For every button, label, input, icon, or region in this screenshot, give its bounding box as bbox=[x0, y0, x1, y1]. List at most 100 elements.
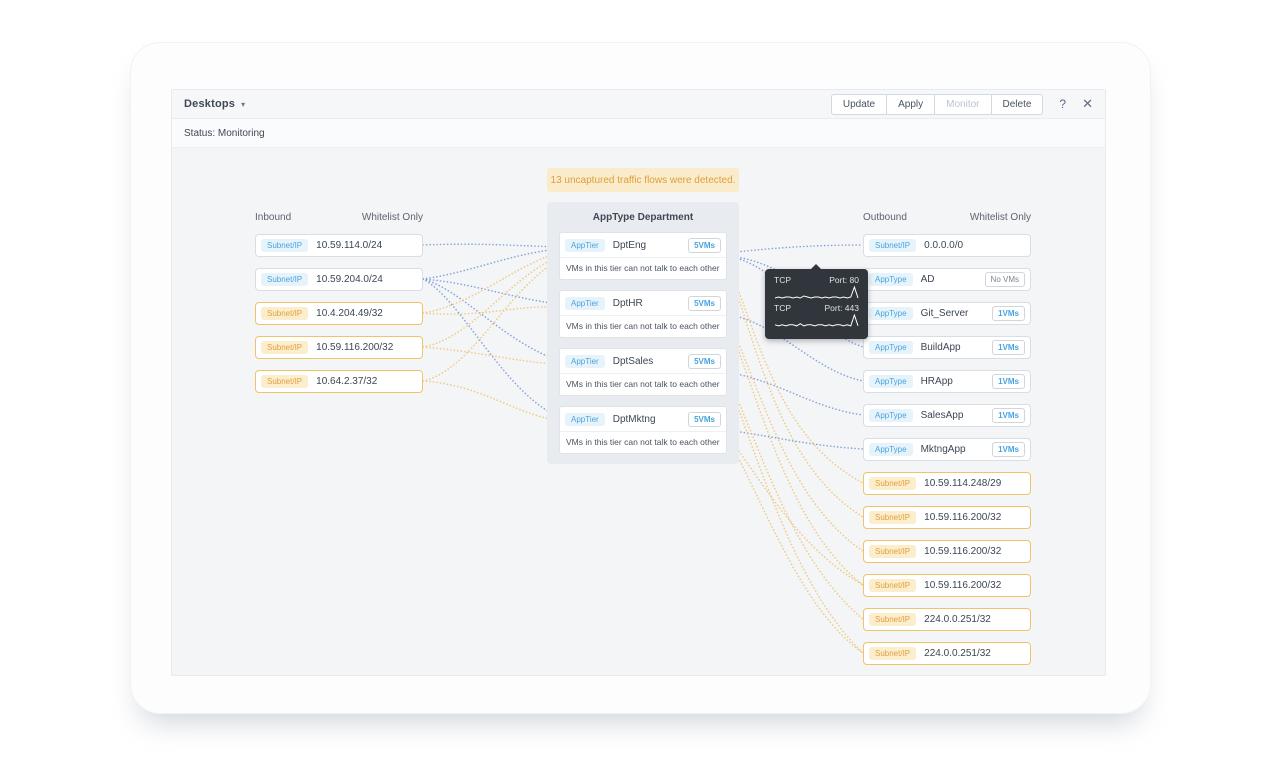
tier-note: VMs in this tier can not talk to each ot… bbox=[566, 437, 720, 447]
subnet-ip-badge: Subnet/IP bbox=[869, 239, 917, 252]
outbound-column-header: Outbound Whitelist Only bbox=[863, 212, 1031, 223]
outbound-row[interactable]: AppType SalesApp 1VMs bbox=[863, 404, 1031, 427]
apptier-badge: AppTier bbox=[565, 296, 605, 310]
outbound-row-alert[interactable]: Subnet/IP 10.59.116.200/32 bbox=[863, 506, 1031, 529]
apply-button[interactable]: Apply bbox=[886, 93, 936, 115]
tier-name: DptSales bbox=[612, 355, 654, 367]
vms-button[interactable]: 1VMs bbox=[992, 306, 1025, 321]
tier-vms-button[interactable]: 5VMs bbox=[688, 295, 721, 311]
inbound-row[interactable]: Subnet/IP 10.59.204.0/24 bbox=[255, 268, 423, 291]
tooltip-port: Port: 80 bbox=[829, 275, 859, 285]
apptype-badge: AppType bbox=[869, 443, 913, 456]
tier-card-dpthr[interactable]: AppTier DptHR 5VMs VMs in this tier can … bbox=[559, 290, 727, 338]
uncaptured-flows-banner[interactable]: 13 uncaptured traffic flows were detecte… bbox=[547, 168, 739, 192]
tier-card-dptsales[interactable]: AppTier DptSales 5VMs VMs in this tier c… bbox=[559, 348, 727, 396]
vms-button[interactable]: 1VMs bbox=[992, 408, 1025, 423]
outbound-title: Outbound bbox=[863, 212, 907, 223]
policy-modal-card: Desktops ▾ Update Apply Monitor Delete ?… bbox=[130, 42, 1151, 714]
subnet-ip-badge: Subnet/IP bbox=[869, 647, 917, 660]
inbound-row-alert[interactable]: Subnet/IP 10.59.116.200/32 bbox=[255, 336, 423, 359]
inbound-row-alert[interactable]: Subnet/IP 10.64.2.37/32 bbox=[255, 370, 423, 393]
update-button[interactable]: Update bbox=[830, 93, 888, 115]
tier-vms-button[interactable]: 5VMs bbox=[688, 411, 721, 427]
tier-name: DptEng bbox=[612, 239, 647, 251]
outbound-row-alert[interactable]: Subnet/IP 224.0.0.251/32 bbox=[863, 642, 1031, 665]
tier-name: DptHR bbox=[612, 297, 643, 309]
vms-button[interactable]: 1VMs bbox=[992, 442, 1025, 457]
app-name: SalesApp bbox=[920, 410, 964, 421]
outbound-row[interactable]: AppType AD No VMs bbox=[863, 268, 1031, 291]
vms-button[interactable]: 1VMs bbox=[992, 340, 1025, 355]
subnet-value: 10.59.116.200/32 bbox=[924, 580, 1002, 591]
delete-button[interactable]: Delete bbox=[990, 93, 1044, 115]
apptype-group-title: AppType Department bbox=[592, 212, 694, 223]
close-icon[interactable]: ✕ bbox=[1082, 96, 1093, 111]
vms-button[interactable]: 1VMs bbox=[992, 374, 1025, 389]
subnet-ip-badge: Subnet/IP bbox=[261, 273, 309, 286]
app-name: BuildApp bbox=[920, 342, 961, 353]
traffic-detail-tooltip: TCP Port: 80 TCP Port: 443 bbox=[765, 264, 868, 339]
vms-button[interactable]: No VMs bbox=[984, 272, 1025, 287]
outbound-row[interactable]: AppType Git_Server 1VMs bbox=[863, 302, 1031, 325]
subnet-ip-badge: Subnet/IP bbox=[261, 375, 309, 388]
traffic-sparkline bbox=[774, 314, 859, 327]
subnet-ip-badge: Subnet/IP bbox=[261, 239, 309, 252]
outbound-row[interactable]: AppType MktngApp 1VMs bbox=[863, 438, 1031, 461]
app-name: Git_Server bbox=[920, 308, 969, 319]
tooltip-port: Port: 443 bbox=[824, 303, 860, 313]
outbound-row[interactable]: AppType HRApp 1VMs bbox=[863, 370, 1031, 393]
apptype-badge: AppType bbox=[869, 341, 913, 354]
inbound-mode: Whitelist Only bbox=[361, 212, 423, 223]
chevron-down-icon[interactable]: ▾ bbox=[241, 99, 246, 109]
status-text: Status: Monitoring bbox=[184, 127, 265, 139]
tier-vms-button[interactable]: 5VMs bbox=[688, 353, 721, 369]
app-name: MktngApp bbox=[920, 444, 966, 455]
inbound-row-alert[interactable]: Subnet/IP 10.4.204.49/32 bbox=[255, 302, 423, 325]
subnet-ip-badge: Subnet/IP bbox=[869, 613, 917, 626]
apptier-badge: AppTier bbox=[565, 238, 605, 252]
outbound-mode: Whitelist Only bbox=[969, 212, 1031, 223]
tier-note: VMs in this tier can not talk to each ot… bbox=[566, 379, 720, 389]
tier-note: VMs in this tier can not talk to each ot… bbox=[566, 321, 720, 331]
subnet-value: 224.0.0.251/32 bbox=[924, 614, 991, 625]
help-icon[interactable]: ? bbox=[1059, 97, 1067, 111]
traffic-sparkline bbox=[774, 286, 859, 299]
tier-card-dptmktng[interactable]: AppTier DptMktng 5VMs VMs in this tier c… bbox=[559, 406, 727, 454]
outbound-row-alert[interactable]: Subnet/IP 224.0.0.251/32 bbox=[863, 608, 1031, 631]
subnet-value: 10.59.204.0/24 bbox=[316, 274, 383, 285]
subnet-value: 0.0.0.0/0 bbox=[924, 240, 964, 251]
outbound-row[interactable]: AppType BuildApp 1VMs bbox=[863, 336, 1031, 359]
apptype-badge: AppType bbox=[869, 307, 913, 320]
monitor-button: Monitor bbox=[934, 93, 992, 115]
apptype-group-panel: AppType Department AppTier DptEng 5VMs V… bbox=[547, 202, 739, 464]
subnet-value: 10.59.116.200/32 bbox=[924, 546, 1002, 557]
tier-vms-button[interactable]: 5VMs bbox=[688, 237, 721, 253]
action-button-group: Update Apply Monitor Delete bbox=[830, 93, 1044, 115]
inbound-title: Inbound bbox=[255, 212, 292, 223]
subnet-ip-badge: Subnet/IP bbox=[261, 341, 309, 354]
banner-text: 13 uncaptured traffic flows were detecte… bbox=[550, 174, 736, 186]
subnet-value: 10.59.116.200/32 bbox=[316, 342, 394, 353]
outbound-row-alert[interactable]: Subnet/IP 10.59.114.248/29 bbox=[863, 472, 1031, 495]
tier-name: DptMktng bbox=[612, 413, 656, 425]
subnet-value: 10.4.204.49/32 bbox=[316, 308, 383, 319]
subnet-value: 10.64.2.37/32 bbox=[316, 376, 378, 387]
apptype-badge: AppType bbox=[869, 409, 913, 422]
tier-card-dpteng[interactable]: AppTier DptEng 5VMs VMs in this tier can… bbox=[559, 232, 727, 280]
policy-name-dropdown[interactable]: Desktops bbox=[184, 98, 236, 110]
subnet-ip-badge: Subnet/IP bbox=[869, 545, 917, 558]
outbound-row[interactable]: Subnet/IP 0.0.0.0/0 bbox=[863, 234, 1031, 257]
apptype-badge: AppType bbox=[869, 375, 913, 388]
subnet-value: 10.59.114.248/29 bbox=[924, 478, 1002, 489]
tier-note: VMs in this tier can not talk to each ot… bbox=[566, 263, 720, 273]
flow-diagram-area: 13 uncaptured traffic flows were detecte… bbox=[172, 148, 1105, 675]
outbound-row-alert[interactable]: Subnet/IP 10.59.116.200/32 bbox=[863, 540, 1031, 563]
subnet-value: 10.59.114.0/24 bbox=[316, 240, 383, 251]
apptier-badge: AppTier bbox=[565, 354, 605, 368]
tooltip-protocol: TCP bbox=[774, 275, 791, 285]
inbound-row[interactable]: Subnet/IP 10.59.114.0/24 bbox=[255, 234, 423, 257]
outbound-row-alert[interactable]: Subnet/IP 10.59.116.200/32 bbox=[863, 574, 1031, 597]
inbound-column-header: Inbound Whitelist Only bbox=[255, 212, 423, 223]
apptier-badge: AppTier bbox=[565, 412, 605, 426]
